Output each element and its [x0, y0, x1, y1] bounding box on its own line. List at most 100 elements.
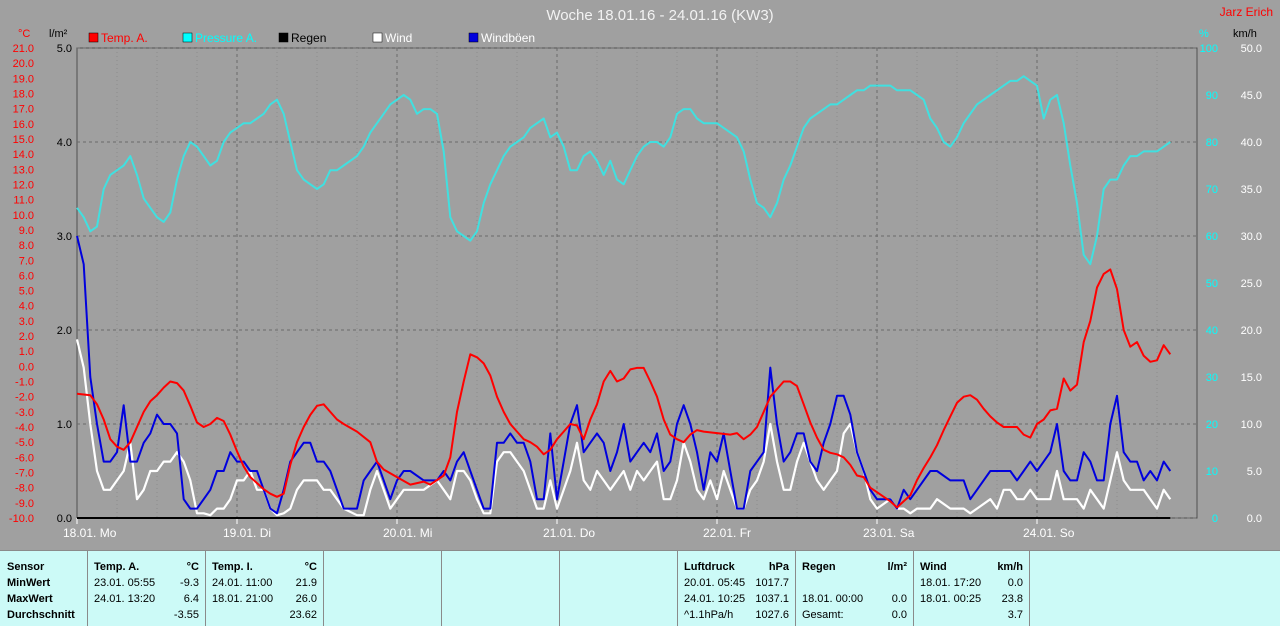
stats-temp-a-header: Temp. A. — [94, 561, 140, 573]
stats-temp-i-unit: °C — [304, 561, 317, 573]
pressure-tick-label: 0 — [1212, 513, 1218, 525]
temp-tick-label: 19.0 — [13, 73, 34, 85]
wind-tick-label: 35.0 — [1241, 184, 1262, 196]
temp-tick-label: -1.0 — [15, 377, 34, 389]
rain-tick-label: 5.0 — [57, 43, 72, 55]
pressure-tick-label: 60 — [1206, 231, 1218, 243]
legend-swatch — [468, 32, 479, 43]
temp-tick-label: 11.0 — [13, 195, 34, 207]
pressure-tick-label: 30 — [1206, 372, 1218, 384]
x-tick-label: 20.01. Mi — [383, 526, 432, 540]
stats-temp-a-min-time: 23.01. 05:55 — [94, 577, 156, 589]
legend-swatch — [278, 32, 289, 43]
stats-temp-a-avg-value: -3.55 — [173, 609, 199, 621]
pressure-tick-label: 20 — [1206, 419, 1218, 431]
author-label: Jarz Erich — [1220, 5, 1273, 19]
temp-tick-label: 7.0 — [19, 255, 34, 267]
stats-wind-max-time: 18.01. 00:25 — [920, 593, 982, 605]
wind-tick-label: 40.0 — [1241, 137, 1262, 149]
temp-tick-label: 12.0 — [13, 179, 34, 191]
temp-tick-label: 1.0 — [19, 346, 34, 358]
stats-temp-i-max-value: 26.0 — [295, 593, 317, 605]
stats-avg-label: Durchschnitt — [7, 609, 75, 621]
wind-tick-label: 25.0 — [1241, 278, 1262, 290]
temp-tick-label: 13.0 — [13, 164, 34, 176]
temp-tick-label: -5.0 — [15, 437, 34, 449]
stats-empty-column-2 — [442, 551, 560, 626]
temp-tick-label: 9.0 — [19, 225, 34, 237]
wind-unit-label: km/h — [1233, 28, 1257, 40]
stats-regen-header: Regen — [802, 561, 836, 573]
x-tick-label: 18.01. Mo — [63, 526, 117, 540]
temp-tick-label: -2.0 — [15, 392, 34, 404]
stats-temp-a-max-value: 6.4 — [183, 593, 199, 605]
pressure-tick-label: 50 — [1206, 278, 1218, 290]
pressure-tick-label: 10 — [1206, 466, 1218, 478]
stats-luftdruck-max-time: 24.01. 10:25 — [684, 593, 746, 605]
stats-temp-i-avg-value: 23.62 — [289, 609, 317, 621]
stats-wind-avg-value: 3.7 — [1007, 609, 1023, 621]
wind-tick-label: 0.0 — [1247, 513, 1262, 525]
temp-tick-label: -7.0 — [15, 468, 34, 480]
chart-series — [75, 75, 1172, 519]
wind-tick-label: 30.0 — [1241, 231, 1262, 243]
stats-luftdruck-trend: ^1.1hPa/h — [684, 609, 734, 621]
series-line-pressure-a — [76, 75, 1171, 266]
stats-wind-unit: km/h — [997, 561, 1023, 573]
stats-luftdruck-column: Luftdruck hPa 20.01. 05:45 1017.7 24.01.… — [678, 551, 796, 626]
temp-tick-label: 0.0 — [19, 361, 34, 373]
x-tick-label: 23.01. Sa — [863, 526, 915, 540]
stats-luftdruck-header: Luftdruck — [684, 561, 735, 573]
wind-tick-label: 50.0 — [1241, 43, 1262, 55]
pressure-tick-label: 80 — [1206, 137, 1218, 149]
statistics-panel: Sensor MinWert MaxWert Durchschnitt Temp… — [0, 550, 1280, 626]
stats-wind-max-value: 23.8 — [1001, 593, 1023, 605]
legend-swatch — [88, 32, 99, 43]
rain-tick-label: 3.0 — [57, 231, 72, 243]
stats-temp-a-unit: °C — [186, 561, 199, 573]
temp-tick-label: -4.0 — [15, 422, 34, 434]
chart-legend: Temp. A. Pressure A. Regen Wind Windböen — [88, 31, 535, 45]
rain-tick-label: 1.0 — [57, 419, 72, 431]
rain-unit-label: l/m² — [49, 28, 68, 40]
temp-tick-label: -8.0 — [15, 483, 34, 495]
temp-tick-label: -3.0 — [15, 407, 34, 419]
stats-temp-a-column: Temp. A. °C 23.01. 05:55 -9.3 24.01. 13:… — [88, 551, 206, 626]
temp-unit-label: °C — [18, 28, 30, 40]
stats-temp-a-min-value: -9.3 — [180, 577, 199, 589]
temp-tick-label: 15.0 — [13, 134, 34, 146]
stats-temp-i-header: Temp. I. — [212, 561, 253, 573]
temp-tick-label: 10.0 — [13, 210, 34, 222]
temp-tick-label: 21.0 — [13, 43, 34, 55]
legend-swatch — [372, 32, 383, 43]
temp-tick-label: 16.0 — [13, 119, 34, 131]
stats-regen-total-label: Gesamt: — [802, 609, 844, 621]
stats-luftdruck-max-value: 1037.1 — [755, 593, 789, 605]
stats-regen-unit: l/m² — [887, 561, 907, 573]
temp-tick-label: -6.0 — [15, 452, 34, 464]
pressure-tick-label: 40 — [1206, 325, 1218, 337]
plot-frame — [76, 47, 1198, 519]
stats-regen-max-time: 18.01. 00:00 — [802, 593, 864, 605]
temp-tick-label: -10.0 — [9, 513, 34, 525]
temp-tick-label: 6.0 — [19, 270, 34, 282]
stats-wind-column: Wind km/h 18.01. 17:20 0.0 18.01. 00:25 … — [914, 551, 1030, 626]
wind-tick-label: 20.0 — [1241, 325, 1262, 337]
stats-luftdruck-avg-value: 1027.6 — [755, 609, 789, 621]
stats-sensor-column: Sensor MinWert MaxWert Durchschnitt — [0, 551, 88, 626]
legend-label: Wind — [385, 31, 412, 45]
pressure-tick-label: 70 — [1206, 184, 1218, 196]
stats-temp-a-max-time: 24.01. 13:20 — [94, 593, 156, 605]
stats-wind-header: Wind — [920, 561, 947, 573]
stats-empty-column-3 — [560, 551, 678, 626]
stats-temp-i-max-time: 18.01. 21:00 — [212, 593, 274, 605]
temp-tick-label: 2.0 — [19, 331, 34, 343]
wind-tick-label: 45.0 — [1241, 90, 1262, 102]
stats-temp-i-column: Temp. I. °C 24.01. 11:00 21.9 18.01. 21:… — [206, 551, 324, 626]
x-tick-label: 24.01. So — [1023, 526, 1075, 540]
stats-luftdruck-min-value: 1017.7 — [755, 577, 789, 589]
stats-luftdruck-min-time: 20.01. 05:45 — [684, 577, 746, 589]
wind-tick-label: 15.0 — [1241, 372, 1262, 384]
stats-max-label: MaxWert — [7, 593, 53, 605]
weather-chart: 21.0 20.0 19.0 18.0 17.0 16.0 15.0 14.0 13.0 12.0… — [9, 5, 1273, 540]
